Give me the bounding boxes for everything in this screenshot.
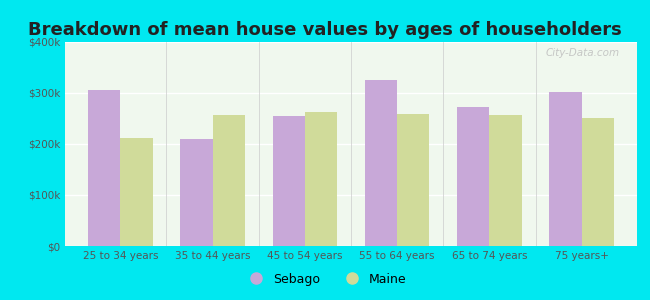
Bar [489, 115, 522, 246]
Bar [88, 90, 120, 246]
Bar [365, 80, 397, 246]
Text: Breakdown of mean house values by ages of householders: Breakdown of mean house values by ages o… [28, 21, 622, 39]
Bar [457, 107, 489, 246]
Bar [305, 112, 337, 246]
Bar [272, 116, 305, 246]
Bar [213, 115, 245, 246]
Bar [549, 92, 582, 246]
Bar [582, 118, 614, 246]
Text: City-Data.com: City-Data.com [546, 48, 620, 58]
Bar [120, 138, 153, 246]
Legend: Sebago, Maine: Sebago, Maine [239, 268, 411, 291]
Bar [397, 114, 430, 246]
Bar [180, 139, 213, 246]
